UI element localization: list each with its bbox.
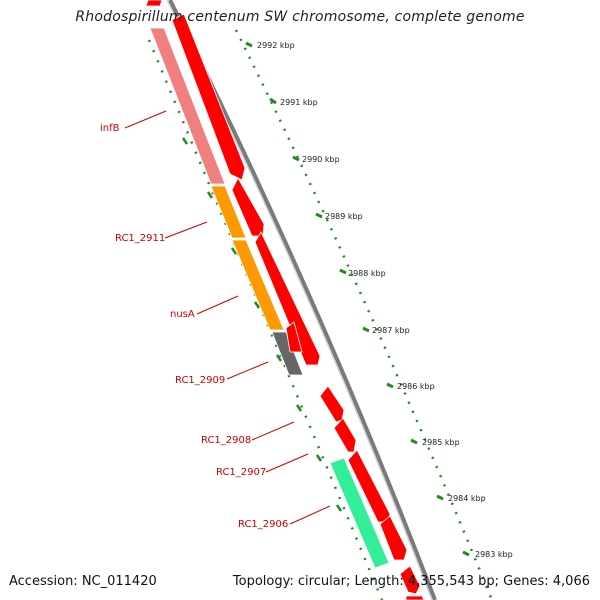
accession-text: Accession: NC_011420	[9, 574, 157, 589]
gene-forward[interactable]	[405, 595, 425, 600]
label-leader-lines	[124, 110, 331, 525]
ruler-label: 2985 kbp	[422, 438, 460, 447]
gene-labels: infB RC1_2911 nusA RC1_2909 RC1_2908 RC1…	[100, 123, 288, 530]
ruler-label: 2989 kbp	[325, 212, 363, 221]
gene-RC1_2911[interactable]	[210, 185, 247, 239]
ruler-label: 2991 kbp	[280, 98, 318, 107]
ruler-label: 2987 kbp	[372, 326, 410, 335]
gene-label-infB[interactable]: infB	[100, 123, 120, 134]
ruler-label: 2986 kbp	[397, 382, 435, 391]
gene-forward[interactable]	[333, 417, 357, 453]
gene-label-RC1_2906[interactable]: RC1_2906	[238, 519, 288, 530]
gene-RC1_2909[interactable]	[271, 331, 304, 376]
gene-forward[interactable]	[399, 565, 421, 595]
gene-forward[interactable]	[285, 321, 303, 353]
ruler-label: 2992 kbp	[257, 41, 295, 50]
ruler-label: 2983 kbp	[475, 550, 513, 559]
inner-strand-genes	[149, 27, 390, 569]
gene-forward[interactable]	[145, 0, 163, 7]
gene-label-RC1_2911[interactable]: RC1_2911	[115, 233, 165, 244]
gene-forward[interactable]	[231, 177, 265, 237]
ruler-label: 2990 kbp	[302, 155, 340, 164]
outer-strand-genes	[145, 0, 425, 600]
inner-track-ticks	[181, 137, 343, 512]
map-title: Rhodospirillum centenum SW chromosome, c…	[75, 9, 525, 25]
gene-RC1_2906[interactable]	[329, 457, 390, 569]
gene-forward[interactable]	[319, 385, 345, 423]
gene-forward[interactable]	[171, 13, 246, 181]
ruler-label: 2984 kbp	[448, 494, 486, 503]
genome-summary-text: Topology: circular; Length: 4,355,543 bp…	[232, 574, 590, 589]
gene-label-RC1_2908[interactable]: RC1_2908	[201, 435, 251, 446]
gene-infB[interactable]	[149, 27, 226, 185]
gene-forward[interactable]	[379, 515, 408, 561]
gene-nusA[interactable]	[231, 239, 285, 331]
ruler-label: 2988 kbp	[348, 269, 386, 278]
outer-ruler-ticks	[245, 41, 470, 557]
gene-label-RC1_2907[interactable]: RC1_2907	[216, 467, 266, 478]
ruler-labels: 2992 kbp 2991 kbp 2990 kbp 2989 kbp 2988…	[257, 41, 513, 559]
gene-label-RC1_2909[interactable]: RC1_2909	[175, 375, 225, 386]
gene-label-nusA[interactable]: nusA	[170, 309, 195, 320]
